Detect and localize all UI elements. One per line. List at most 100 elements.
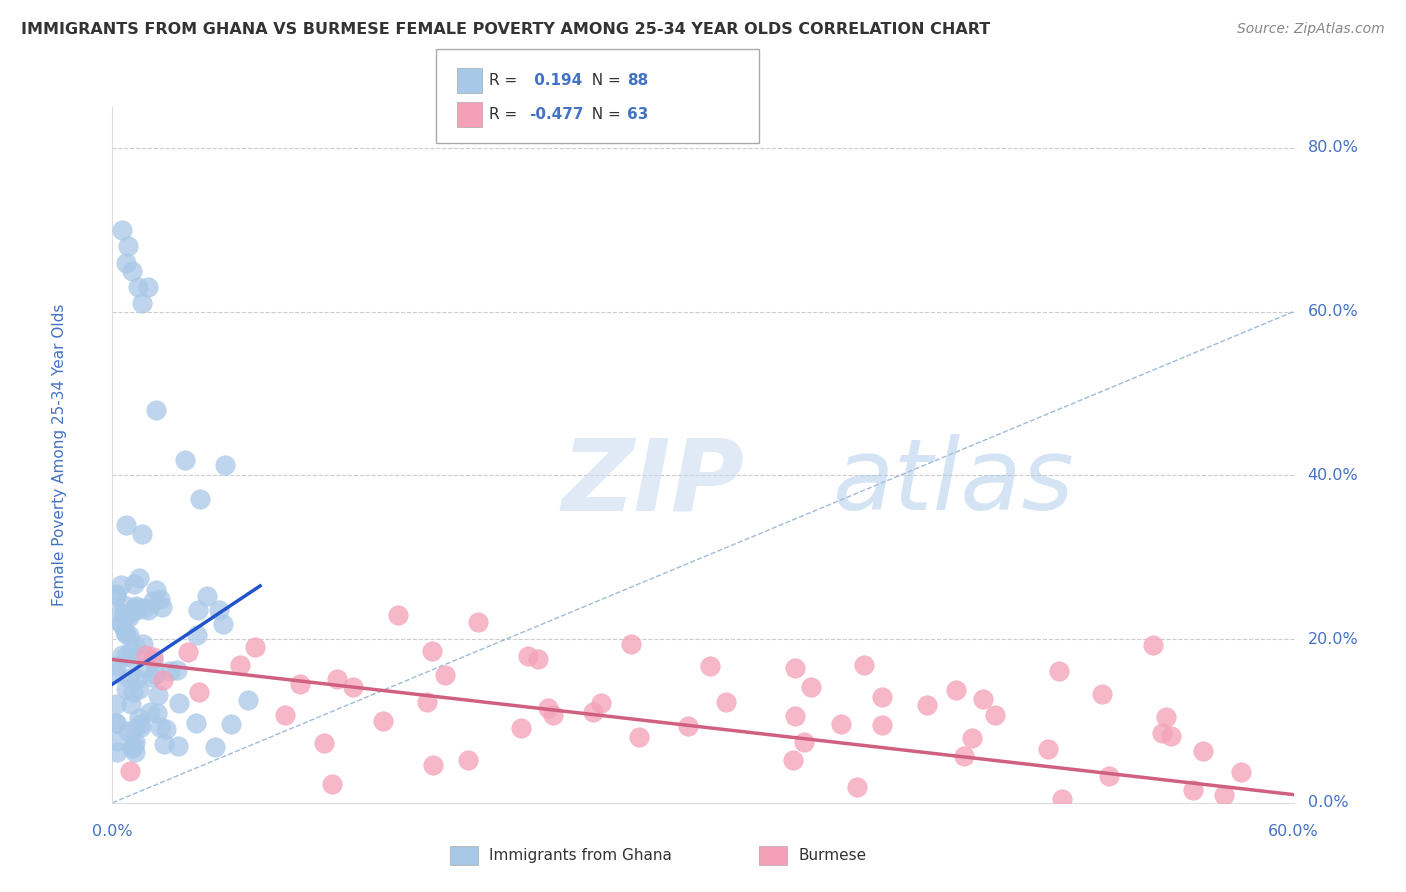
Point	[118, 609, 141, 624]
Point	[142, 594, 165, 608]
Point	[219, 717, 242, 731]
Point	[387, 607, 409, 622]
Point	[1150, 725, 1173, 739]
Point	[136, 603, 159, 617]
Point	[245, 640, 267, 654]
Point	[128, 682, 150, 697]
Point	[146, 706, 169, 721]
Point	[962, 731, 984, 745]
Point	[830, 717, 852, 731]
Text: 20.0%: 20.0%	[1308, 632, 1358, 647]
Text: atlas: atlas	[832, 434, 1074, 532]
Point	[122, 685, 145, 699]
Text: 60.0%: 60.0%	[1268, 823, 1319, 838]
Point	[121, 650, 143, 665]
Point	[124, 735, 146, 749]
Point	[110, 615, 132, 630]
Point	[128, 711, 150, 725]
Text: Source: ZipAtlas.com: Source: ZipAtlas.com	[1237, 22, 1385, 37]
Text: N =: N =	[582, 73, 626, 88]
Point	[208, 603, 231, 617]
Point	[105, 587, 128, 601]
Text: 80.0%: 80.0%	[1308, 140, 1358, 155]
Point	[124, 745, 146, 759]
Point	[211, 617, 233, 632]
Point	[845, 780, 868, 794]
Point	[111, 648, 134, 662]
Text: 63: 63	[627, 107, 648, 122]
Point	[153, 737, 176, 751]
Point	[188, 685, 211, 699]
Text: 0.0%: 0.0%	[93, 823, 132, 838]
Point	[128, 571, 150, 585]
Point	[945, 683, 967, 698]
Point	[117, 671, 139, 685]
Point	[134, 661, 156, 675]
Point	[870, 690, 893, 704]
Point	[195, 589, 218, 603]
Point	[124, 601, 146, 615]
Point	[127, 280, 149, 294]
Point	[1154, 710, 1177, 724]
Point	[166, 739, 188, 753]
Point	[782, 753, 804, 767]
Text: 40.0%: 40.0%	[1308, 468, 1358, 483]
Point	[118, 607, 141, 621]
Point	[131, 526, 153, 541]
Point	[314, 735, 336, 749]
Point	[117, 239, 139, 253]
Point	[589, 696, 612, 710]
Point	[107, 745, 129, 759]
Point	[416, 695, 439, 709]
Point	[145, 582, 167, 597]
Point	[342, 680, 364, 694]
Point	[541, 707, 564, 722]
Point	[142, 649, 165, 664]
Text: 0.0%: 0.0%	[1308, 796, 1348, 810]
Point	[714, 695, 737, 709]
Text: -0.477: -0.477	[529, 107, 583, 122]
Point	[143, 667, 166, 681]
Text: N =: N =	[582, 107, 626, 122]
Text: Female Poverty Among 25-34 Year Olds: Female Poverty Among 25-34 Year Olds	[52, 304, 67, 606]
Point	[582, 705, 605, 719]
Point	[1182, 782, 1205, 797]
Point	[105, 589, 128, 603]
Point	[628, 730, 651, 744]
Point	[152, 673, 174, 687]
Point	[169, 696, 191, 710]
Point	[510, 721, 533, 735]
Point	[114, 681, 136, 696]
Point	[174, 452, 197, 467]
Point	[114, 649, 136, 664]
Point	[422, 758, 444, 772]
Point	[136, 280, 159, 294]
Point	[1213, 789, 1236, 803]
Point	[105, 665, 128, 680]
Point	[1142, 638, 1164, 652]
Point	[110, 577, 132, 591]
Point	[371, 714, 394, 728]
Point	[131, 296, 153, 310]
Point	[983, 708, 1005, 723]
Point	[111, 617, 134, 632]
Point	[214, 458, 236, 472]
Point	[121, 698, 143, 712]
Point	[467, 615, 489, 629]
Point	[274, 708, 297, 723]
Point	[870, 718, 893, 732]
Point	[120, 643, 142, 657]
Point	[420, 643, 443, 657]
Point	[1192, 744, 1215, 758]
Point	[114, 517, 136, 532]
Point	[114, 627, 136, 641]
Point	[114, 625, 136, 640]
Point	[124, 639, 146, 653]
Point	[321, 777, 343, 791]
Point	[125, 603, 148, 617]
Point	[128, 717, 150, 731]
Point	[783, 661, 806, 675]
Text: 60.0%: 60.0%	[1308, 304, 1358, 319]
Point	[134, 601, 156, 615]
Text: Immigrants from Ghana: Immigrants from Ghana	[489, 848, 672, 863]
